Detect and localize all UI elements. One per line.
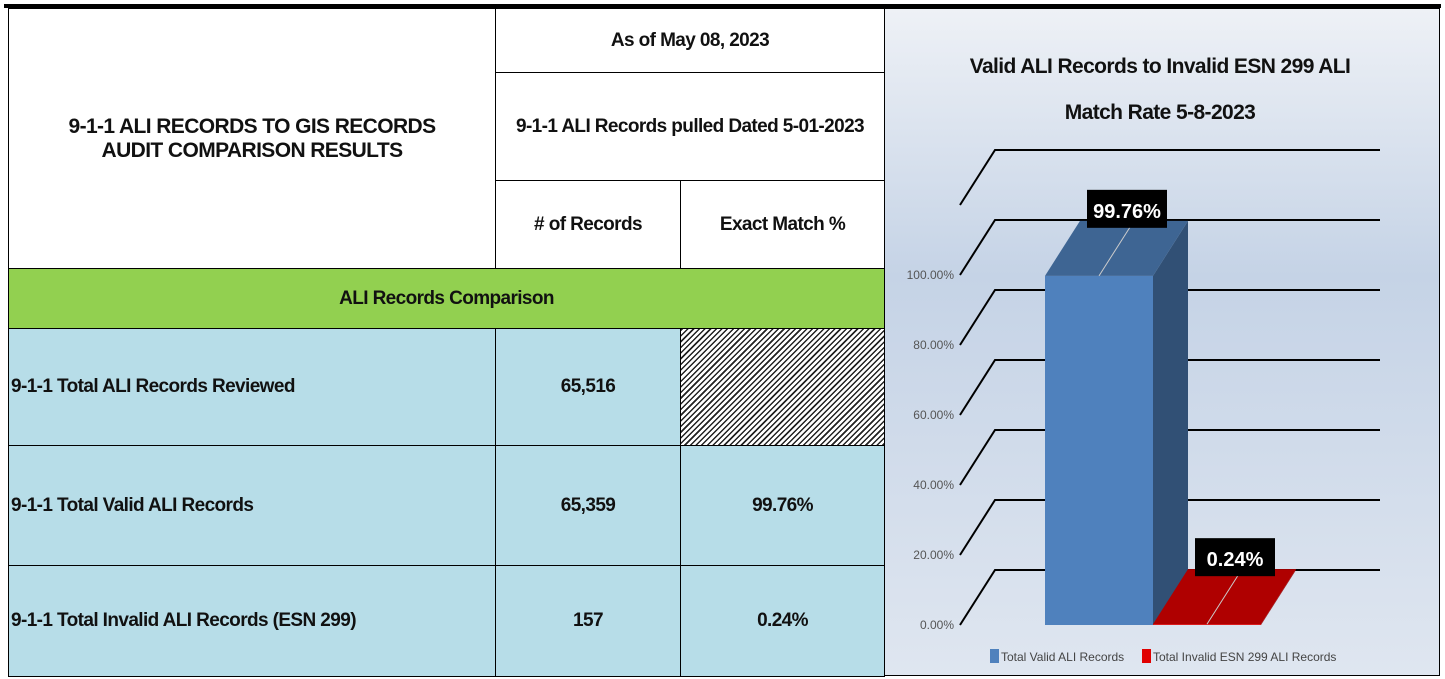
chart-title: Valid ALI Records to Invalid ESN 299 ALI… [969,55,1351,124]
legend-swatch [990,649,999,663]
legend-label: Total Invalid ESN 299 ALI Records [1153,650,1336,664]
bar-highlight [1098,220,1135,277]
row-label: 9-1-1 Total Invalid ALI Records (ESN 299… [8,565,496,677]
bar-front [1045,275,1153,625]
records: 157 [495,565,681,677]
records: 65,359 [495,445,681,566]
row-label: 9-1-1 Total ALI Records Reviewed [8,328,496,446]
y-tick-label: 100.00% [907,268,955,282]
value-label: 99.76% [1093,201,1161,223]
grid-line [959,219,1380,276]
grid-line [959,499,1380,556]
row-label: 9-1-1 Total Valid ALI Records [8,445,496,566]
match: 0.24% [680,565,885,677]
legend-swatch [1142,649,1151,663]
bar-side [1153,220,1188,625]
grid-line [959,359,1380,416]
y-tick-label: 60.00% [913,408,954,422]
records: 65,516 [495,328,681,446]
match: 99.76% [680,445,885,566]
grid-line [959,289,1380,346]
grid-line [959,429,1380,486]
bar-side [1261,569,1296,625]
y-tick-label: 40.00% [913,478,954,492]
title-line: 9-1-1 ALI RECORDS TO GIS RECORDS [68,114,436,138]
y-tick-label: 0.00% [920,618,954,632]
y-tick-label: 80.00% [913,338,954,352]
value-label: 0.24% [1207,549,1264,571]
legend-label: Total Valid ALI Records [1001,650,1124,664]
top-border [4,4,1441,8]
bar-highlight [1206,568,1243,625]
grid-line [959,149,1380,206]
section-header: ALI Records Comparison [8,268,885,329]
bar-front [1153,624,1261,625]
value-label-box [1195,538,1275,577]
value-label-box [1087,189,1167,228]
title-line: AUDIT COMPARISON RESULTS [101,138,404,162]
y-tick-label: 20.00% [913,548,954,562]
